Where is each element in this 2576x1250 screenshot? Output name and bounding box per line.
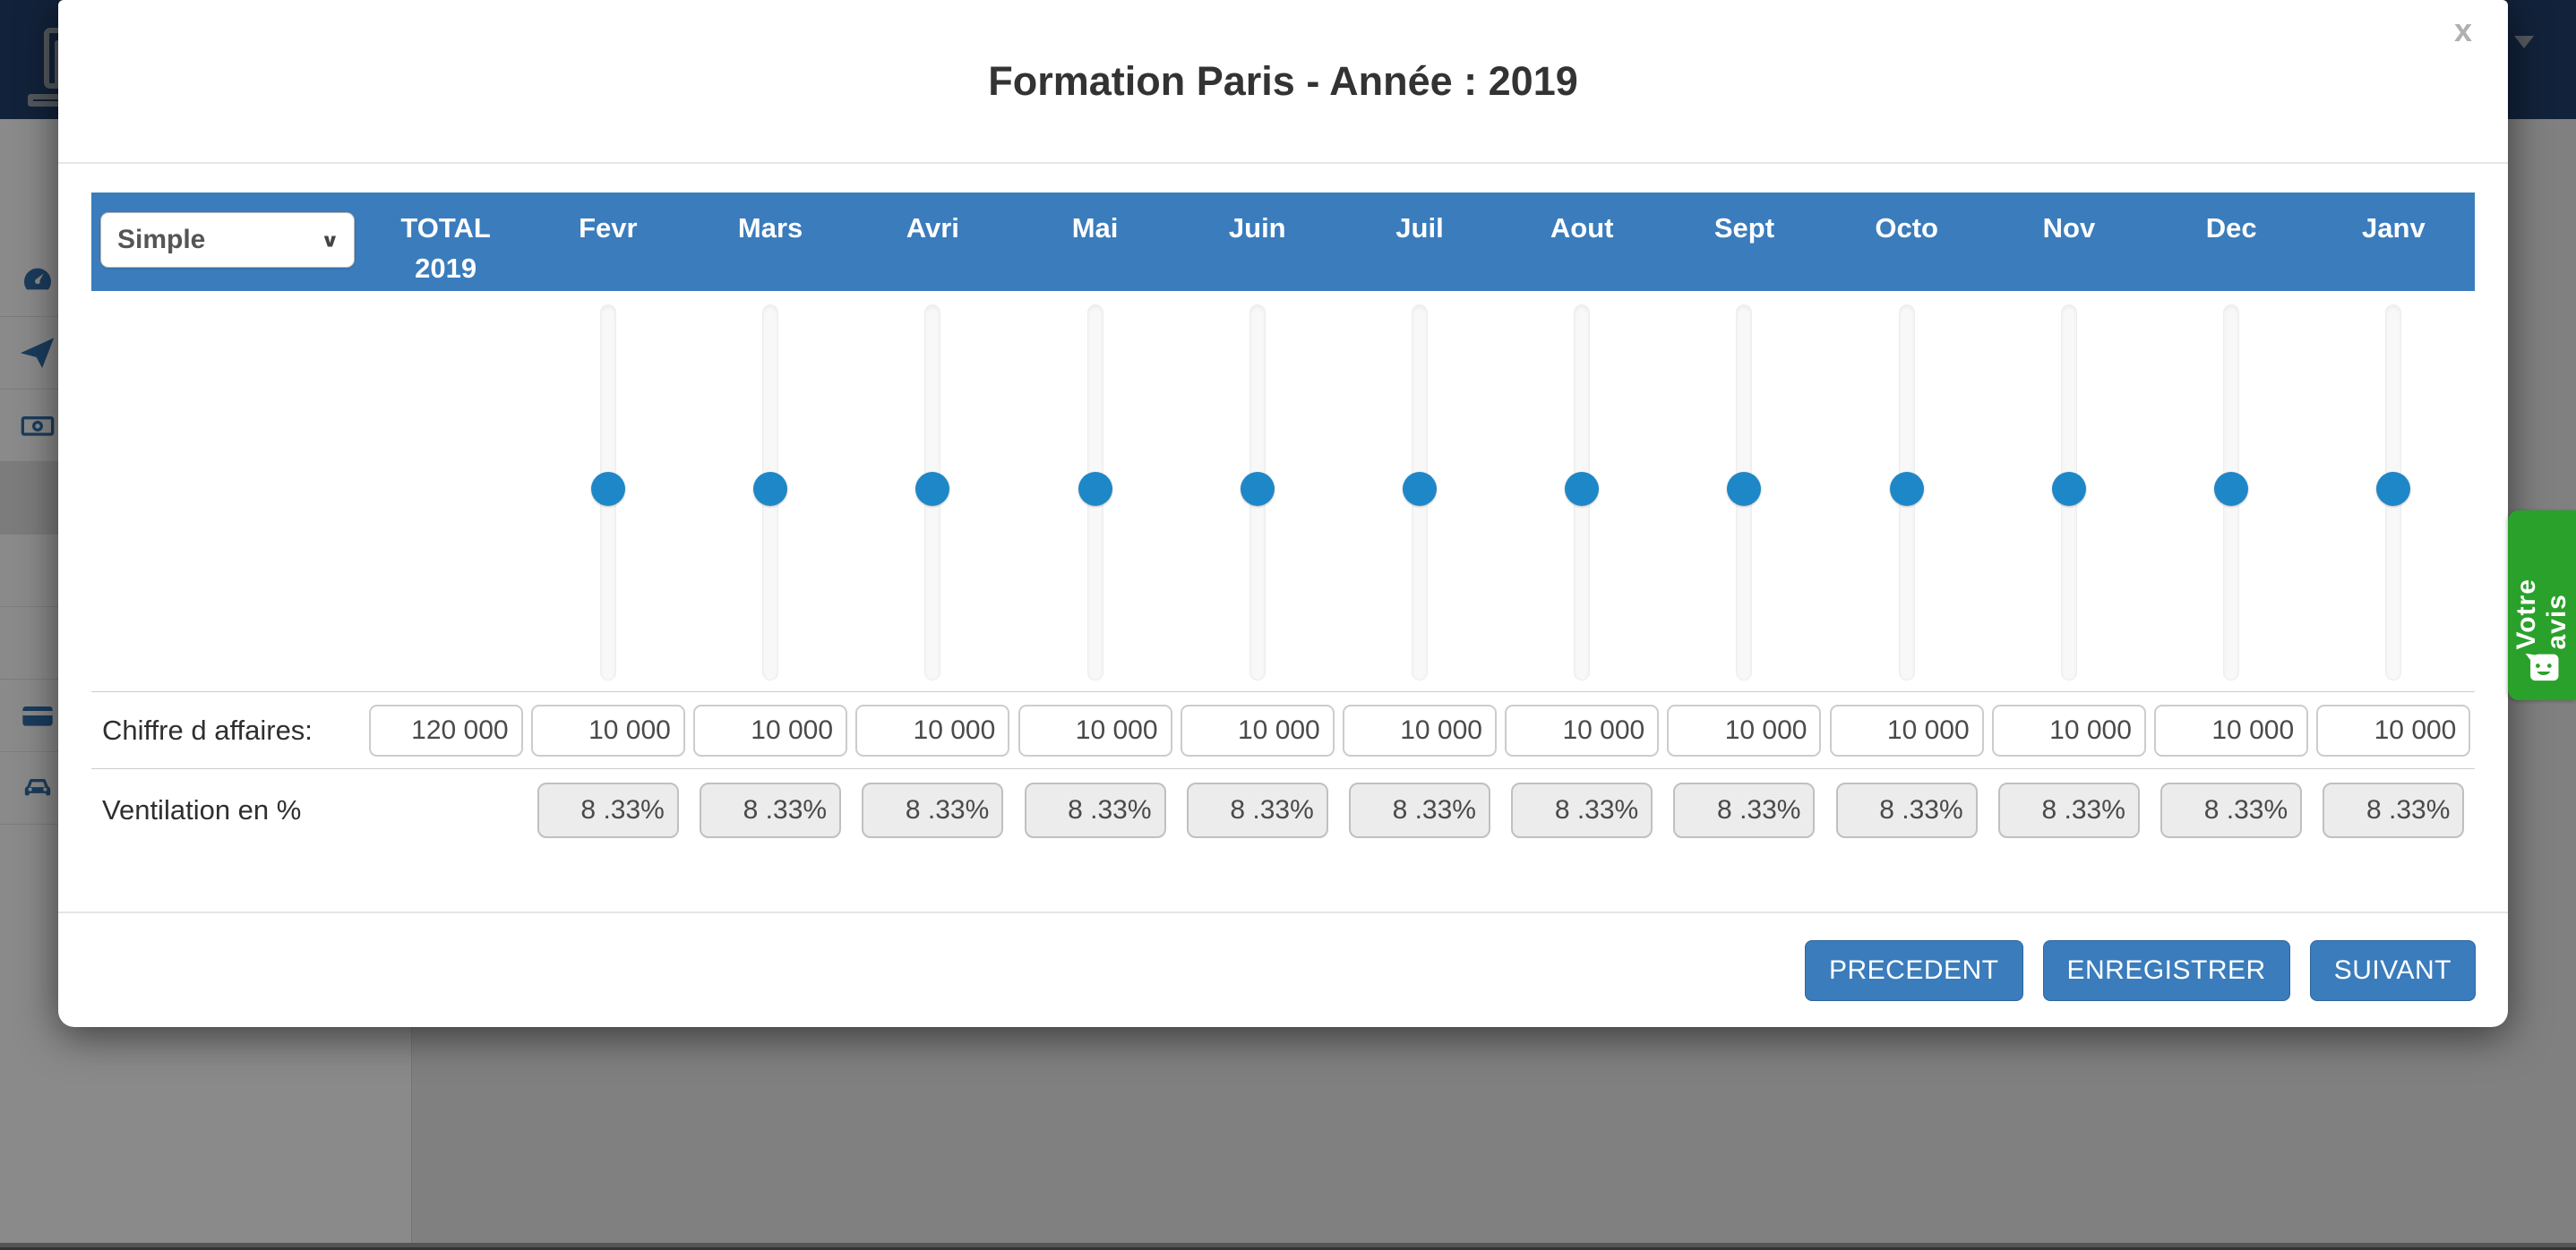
ventilation-dec [2160,782,2303,838]
month-slider-nov[interactable] [1988,291,2150,691]
suivant-button[interactable]: SUIVANT [2309,939,2476,1001]
revenue-input-mars[interactable] [693,704,848,757]
feedback-tab-label: Votre avis [2512,578,2572,650]
revenue-input-fevr[interactable] [530,704,685,757]
slider-handle[interactable] [2051,472,2086,506]
enregistrer-button[interactable]: ENREGISTRER [2042,939,2290,1001]
col-header-month: Nov [2042,212,2096,244]
modal-header: Formation Paris - Année : 2019 x [58,0,2508,164]
slider-handle[interactable] [1727,472,1762,506]
ventilation-sept [1673,782,1816,838]
ventilation-fevr [537,782,679,838]
ventilation-aout [1511,782,1653,838]
feedback-tab[interactable]: Votre avis [2508,510,2576,700]
formation-modal: Formation Paris - Année : 2019 x Simple … [58,0,2508,1027]
col-header-month: Aout [1550,212,1614,244]
chevron-down-icon: ∨ [320,228,339,251]
revenue-input-mai[interactable] [1018,704,1172,757]
ventilation-juil [1348,782,1490,838]
paper-plane-icon [14,335,61,371]
month-slider-avri[interactable] [852,291,1014,691]
modal-footer: PRECEDENT ENREGISTRER SUIVANT [58,912,2508,1027]
modal-title: Formation Paris - Année : 2019 [988,57,1578,104]
ventilation-row: Ventilation en % [91,768,2475,851]
ventilation-nov [1997,782,2140,838]
ventilation-mars [700,782,842,838]
credit-card-icon [14,698,61,733]
car-icon [14,770,61,806]
ventilation-octo [1835,782,1978,838]
mode-select-value: Simple [117,225,206,254]
table-header-row: Simple ∨ TOTAL 2019 Fevr Mars Avri Mai J… [91,193,2475,291]
slider-handle[interactable] [915,472,950,506]
slider-handle[interactable] [590,472,625,506]
sliders-row [91,291,2475,691]
slider-handle[interactable] [753,472,788,506]
ventilation-avri [862,782,1004,838]
modal-body: Simple ∨ TOTAL 2019 Fevr Mars Avri Mai J… [58,164,2508,851]
month-slider-fevr[interactable] [527,291,689,691]
ventilation-juin [1186,782,1328,838]
close-icon[interactable]: x [2449,9,2477,52]
col-header-month: Octo [1875,212,1938,244]
revenue-input-octo[interactable] [1829,704,1984,757]
month-slider-dec[interactable] [2151,291,2313,691]
month-slider-mai[interactable] [1014,291,1176,691]
col-header-month: Janv [2362,212,2426,244]
slider-handle[interactable] [2214,472,2249,506]
month-slider-aout[interactable] [1501,291,1663,691]
revenue-input-avri[interactable] [855,704,1010,757]
month-slider-juin[interactable] [1176,291,1338,691]
revenue-row: Chiffre d affaires: [91,691,2475,768]
slider-handle[interactable] [1240,472,1275,506]
col-header-month: Mai [1071,212,1119,244]
month-slider-octo[interactable] [1825,291,1988,691]
ventilation-row-label: Ventilation en % [102,793,302,826]
revenue-input-nov[interactable] [1991,704,2146,757]
slider-handle[interactable] [1078,472,1112,506]
col-header-month: Mars [737,212,803,244]
month-slider-mars[interactable] [689,291,851,691]
col-header-total: TOTAL 2019 [400,212,491,284]
col-header-month: Avri [906,212,959,244]
caret-down-icon[interactable] [2514,36,2534,48]
slider-handle[interactable] [2376,472,2411,506]
revenue-row-label: Chiffre d affaires: [102,714,313,746]
slider-handle[interactable] [1565,472,1600,506]
total-revenue-input[interactable] [368,704,523,757]
precedent-button[interactable]: PRECEDENT [1804,939,2023,1001]
slider-handle[interactable] [1889,472,1924,506]
revenue-input-juin[interactable] [1180,704,1335,757]
col-header-month: Sept [1713,212,1775,244]
col-header-month: Juil [1395,212,1444,244]
month-slider-juil[interactable] [1338,291,1500,691]
revenue-input-janv[interactable] [2316,704,2471,757]
month-slider-sept[interactable] [1663,291,1825,691]
col-header-month: Dec [2205,212,2257,244]
month-slider-janv[interactable] [2313,291,2475,691]
bottom-bar [0,1243,2576,1250]
banknote-icon [14,407,61,443]
ventilation-mai [1024,782,1166,838]
revenue-input-dec[interactable] [2154,704,2309,757]
revenue-input-juil[interactable] [1342,704,1497,757]
col-header-month: Juin [1228,212,1286,244]
chat-smiley-icon [2525,653,2559,681]
col-header-month: Fevr [579,212,638,244]
slider-handle[interactable] [1402,472,1437,506]
ventilation-janv [2323,782,2465,838]
gauge-icon [14,262,61,298]
mode-select[interactable]: Simple ∨ [100,212,355,268]
revenue-input-sept[interactable] [1667,704,1822,757]
mode-select-cell: Simple ∨ [91,193,365,291]
revenue-input-aout[interactable] [1505,704,1660,757]
